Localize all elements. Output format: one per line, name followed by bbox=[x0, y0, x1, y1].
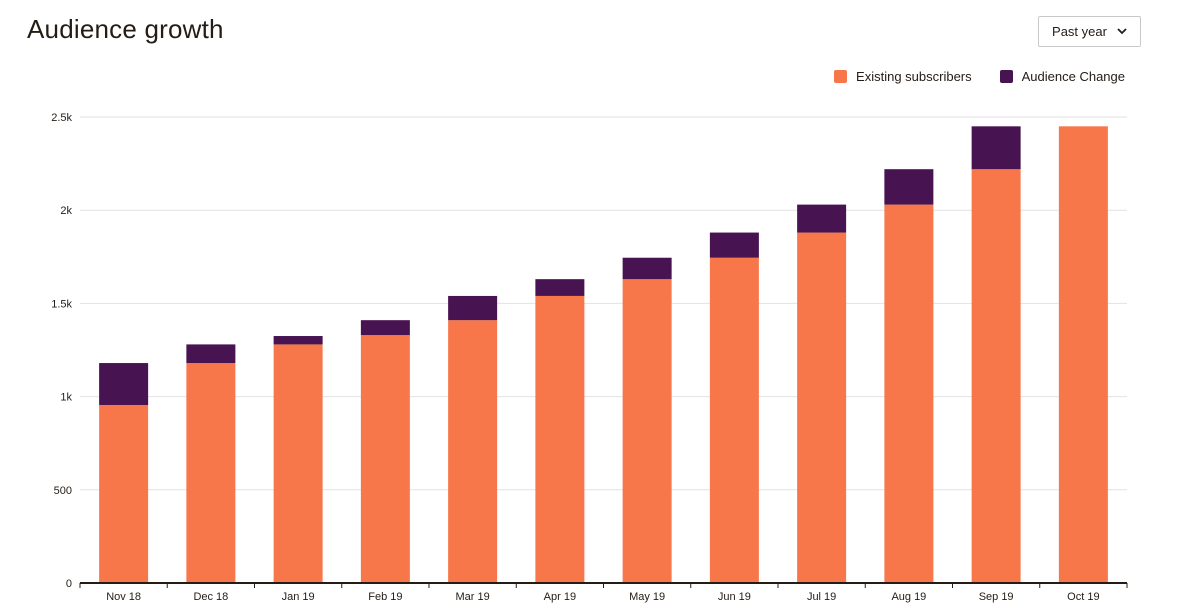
bar-existing-subscribers bbox=[535, 295, 585, 583]
bar-existing-subscribers bbox=[1058, 126, 1108, 583]
x-tick-label: Oct 19 bbox=[1067, 591, 1099, 603]
y-tick-label: 1.5k bbox=[51, 298, 72, 310]
y-tick-label: 0 bbox=[66, 578, 72, 590]
x-tick-label: Feb 19 bbox=[368, 591, 402, 603]
bar-existing-subscribers bbox=[448, 320, 498, 583]
range-select-value: Past year bbox=[1052, 24, 1107, 39]
legend-label-existing: Existing subscribers bbox=[856, 69, 972, 84]
bar-existing-subscribers bbox=[360, 335, 410, 583]
x-tick-label: Jun 19 bbox=[718, 591, 751, 603]
bar-existing-subscribers bbox=[273, 344, 323, 583]
legend-swatch-existing bbox=[834, 70, 848, 83]
bar-existing-subscribers bbox=[622, 279, 672, 583]
y-tick-label: 2k bbox=[60, 205, 72, 217]
bar-audience-change bbox=[99, 363, 149, 405]
page-title: Audience growth bbox=[27, 14, 224, 44]
bar-audience-change bbox=[535, 279, 585, 296]
bar-existing-subscribers bbox=[971, 169, 1021, 583]
range-select[interactable]: Past year bbox=[1038, 16, 1141, 47]
bar-audience-change bbox=[884, 169, 934, 205]
bar-existing-subscribers bbox=[186, 363, 236, 583]
bar-existing-subscribers bbox=[709, 257, 759, 583]
legend-label-change: Audience Change bbox=[1021, 69, 1125, 84]
bar-existing-subscribers bbox=[99, 404, 149, 583]
bar-audience-change bbox=[186, 344, 236, 364]
chevron-down-icon bbox=[1117, 27, 1127, 37]
x-tick-label: Sep 19 bbox=[979, 591, 1014, 603]
x-tick-label: Apr 19 bbox=[544, 591, 576, 603]
bar-audience-change bbox=[273, 336, 323, 345]
bar-audience-change bbox=[360, 320, 410, 336]
bar-audience-change bbox=[797, 204, 847, 233]
x-tick-label: Mar 19 bbox=[456, 591, 490, 603]
chart-legend: Existing subscribers Audience Change bbox=[834, 69, 1125, 84]
x-tick-label: Nov 18 bbox=[106, 591, 141, 603]
x-tick-label: Jul 19 bbox=[807, 591, 836, 603]
legend-item-change[interactable]: Audience Change bbox=[999, 69, 1125, 84]
bar-existing-subscribers bbox=[884, 204, 934, 583]
bar-audience-change bbox=[448, 295, 498, 321]
bar-audience-change bbox=[622, 257, 672, 280]
y-tick-label: 2.5k bbox=[51, 112, 72, 124]
bar-audience-change bbox=[709, 232, 759, 258]
bar-audience-change bbox=[971, 126, 1021, 170]
legend-item-existing[interactable]: Existing subscribers bbox=[834, 69, 972, 84]
y-tick-label: 1k bbox=[60, 392, 72, 404]
x-tick-label: Jan 19 bbox=[282, 591, 315, 603]
y-tick-label: 500 bbox=[54, 485, 72, 497]
x-tick-label: Dec 18 bbox=[193, 591, 228, 603]
bar-existing-subscribers bbox=[797, 232, 847, 583]
x-tick-label: Aug 19 bbox=[891, 591, 926, 603]
x-tick-label: May 19 bbox=[629, 591, 665, 603]
legend-swatch-change bbox=[999, 70, 1013, 83]
